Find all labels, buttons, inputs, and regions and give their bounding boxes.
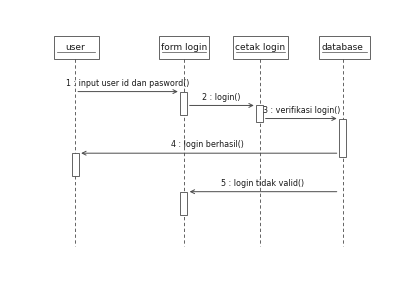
- Text: 1 : input user id dan pasword(): 1 : input user id dan pasword(): [66, 79, 190, 88]
- Bar: [72, 153, 79, 176]
- Bar: [339, 118, 346, 157]
- Bar: [180, 92, 187, 115]
- Text: 5 : login tidak valid(): 5 : login tidak valid(): [221, 179, 305, 188]
- Bar: [159, 36, 209, 59]
- Text: form login: form login: [161, 43, 207, 52]
- Text: 2 : login(): 2 : login(): [203, 92, 241, 102]
- Text: 3 : verifikasi login(): 3 : verifikasi login(): [263, 106, 340, 115]
- Bar: [54, 36, 99, 59]
- Bar: [319, 36, 370, 59]
- Text: 4 : login berhasil(): 4 : login berhasil(): [171, 140, 243, 149]
- Text: user: user: [65, 43, 85, 52]
- Bar: [180, 192, 187, 215]
- Bar: [233, 36, 288, 59]
- Bar: [256, 105, 263, 122]
- Text: cetak login: cetak login: [235, 43, 285, 52]
- Text: database: database: [322, 43, 364, 52]
